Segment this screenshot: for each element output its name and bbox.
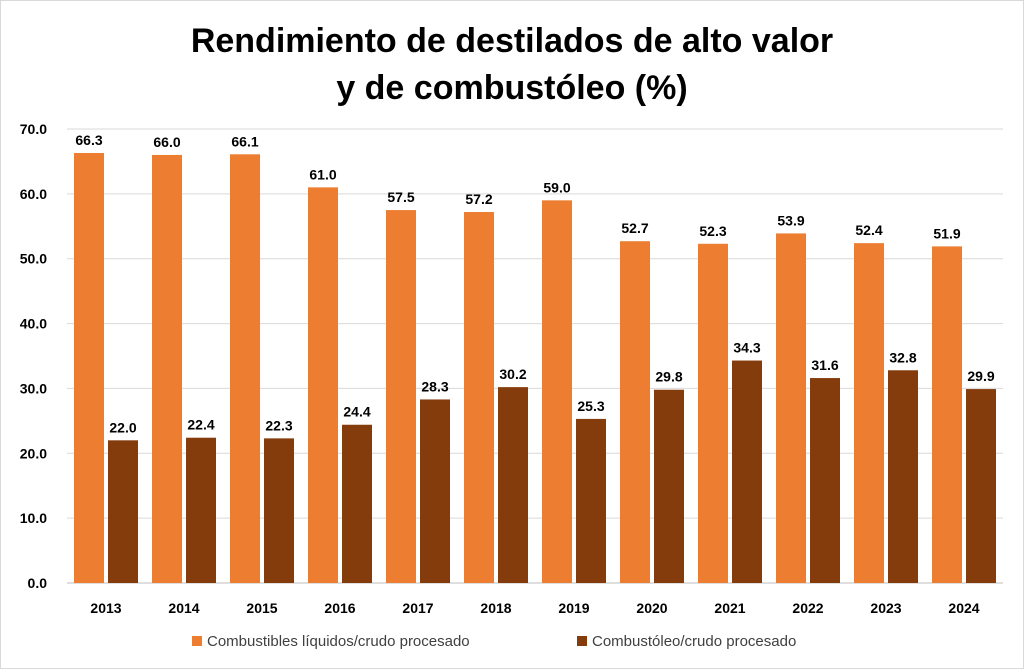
data-label: 30.2 [499, 366, 526, 382]
data-label: 52.3 [699, 223, 726, 239]
legend-label: Combustibles líquidos/crudo procesado [207, 633, 470, 650]
y-tick-label: 60.0 [20, 186, 47, 202]
bar-combustibles-liquidos-2014 [152, 154, 182, 583]
y-tick-label: 40.0 [20, 316, 47, 332]
bar-combustibles-liquidos-2023 [854, 243, 884, 584]
legend: Combustibles líquidos/crudo procesado Com… [192, 633, 796, 650]
y-axis: 0.0 10.0 20.0 30.0 40.0 50.0 60.0 70.0 [20, 121, 47, 591]
data-label: 31.6 [811, 357, 838, 373]
bar-combustibles-liquidos-2015 [230, 154, 260, 583]
data-label: 22.3 [265, 417, 292, 433]
y-tick-label: 10.0 [20, 510, 47, 526]
bar-combustoleo-2021 [732, 360, 762, 583]
x-tick-label: 2022 [792, 600, 823, 616]
bar-combustoleo-2020 [654, 389, 684, 583]
data-label: 52.4 [855, 222, 882, 238]
data-label: 32.8 [889, 349, 916, 365]
bars: 66.3 22.0 66.0 22.4 66.1 22.3 61.0 24.4 57.5 28.3… [74, 132, 996, 584]
x-tick-label: 2023 [870, 600, 901, 616]
data-label: 25.3 [577, 398, 604, 414]
data-label: 22.4 [187, 417, 214, 433]
bar-combustoleo-2024 [966, 389, 996, 583]
data-label: 53.9 [777, 212, 804, 228]
data-label: 61.0 [309, 166, 336, 182]
bar-combustoleo-2017 [420, 399, 450, 583]
bar-combustoleo-2023 [888, 370, 918, 583]
x-tick-label: 2016 [324, 600, 355, 616]
legend-swatch [192, 636, 202, 646]
data-label: 66.1 [231, 133, 258, 149]
data-label: 57.2 [465, 191, 492, 207]
bar-combustoleo-2015 [264, 438, 294, 583]
chart-title-line-2: y de combustóleo (%) [336, 69, 687, 107]
y-tick-label: 70.0 [20, 121, 47, 137]
legend-label: Combustóleo/crudo procesado [592, 633, 796, 650]
bar-combustibles-liquidos-2013 [74, 152, 104, 584]
bar-combustibles-liquidos-2016 [308, 187, 338, 583]
data-label: 28.3 [421, 378, 448, 394]
bar-combustoleo-2013 [108, 440, 138, 583]
bar-combustibles-liquidos-2017 [386, 210, 416, 584]
x-tick-label: 2024 [948, 600, 979, 616]
x-axis: 2013 2014 2015 2016 2017 2018 2019 2020 2021 2022… [90, 600, 979, 616]
data-label: 24.4 [343, 404, 370, 420]
bar-combustoleo-2022 [810, 378, 840, 583]
bar-combustoleo-2018 [498, 387, 528, 583]
data-label: 66.0 [153, 134, 180, 150]
gridlines [67, 128, 1003, 584]
legend-swatch [577, 636, 587, 646]
y-tick-label: 50.0 [20, 251, 47, 267]
x-tick-label: 2019 [558, 600, 589, 616]
x-tick-label: 2018 [480, 600, 511, 616]
bar-combustibles-liquidos-2020 [620, 241, 650, 583]
data-label: 29.9 [967, 368, 994, 384]
data-label: 57.5 [387, 189, 414, 205]
y-tick-label: 20.0 [20, 445, 47, 461]
data-label: 22.0 [109, 419, 136, 435]
x-tick-label: 2015 [246, 600, 277, 616]
data-label: 59.0 [543, 179, 570, 195]
bar-combustibles-liquidos-2018 [464, 212, 494, 583]
bar-combustoleo-2014 [186, 437, 216, 583]
bar-combustoleo-2019 [576, 418, 606, 583]
bar-combustibles-liquidos-2021 [698, 243, 728, 583]
bar-combustibles-liquidos-2019 [542, 200, 572, 584]
x-tick-label: 2021 [714, 600, 745, 616]
bar-combustibles-liquidos-2022 [776, 233, 806, 584]
chart-title-line-1: Rendimiento de destilados de alto valor [191, 22, 833, 60]
data-label: 66.3 [75, 132, 102, 148]
data-label: 34.3 [733, 340, 760, 356]
x-tick-label: 2017 [402, 600, 433, 616]
y-tick-label: 0.0 [28, 575, 48, 591]
data-label: 51.9 [933, 225, 960, 241]
data-label: 29.8 [655, 369, 682, 385]
data-label: 52.7 [621, 220, 648, 236]
bar-combustibles-liquidos-2024 [932, 246, 962, 584]
y-tick-label: 30.0 [20, 380, 47, 396]
x-tick-label: 2014 [168, 600, 199, 616]
x-tick-label: 2020 [636, 600, 667, 616]
x-tick-label: 2013 [90, 600, 121, 616]
chart-title: Rendimiento de destilados de alto valor … [191, 22, 833, 107]
bar-combustoleo-2016 [342, 424, 372, 583]
